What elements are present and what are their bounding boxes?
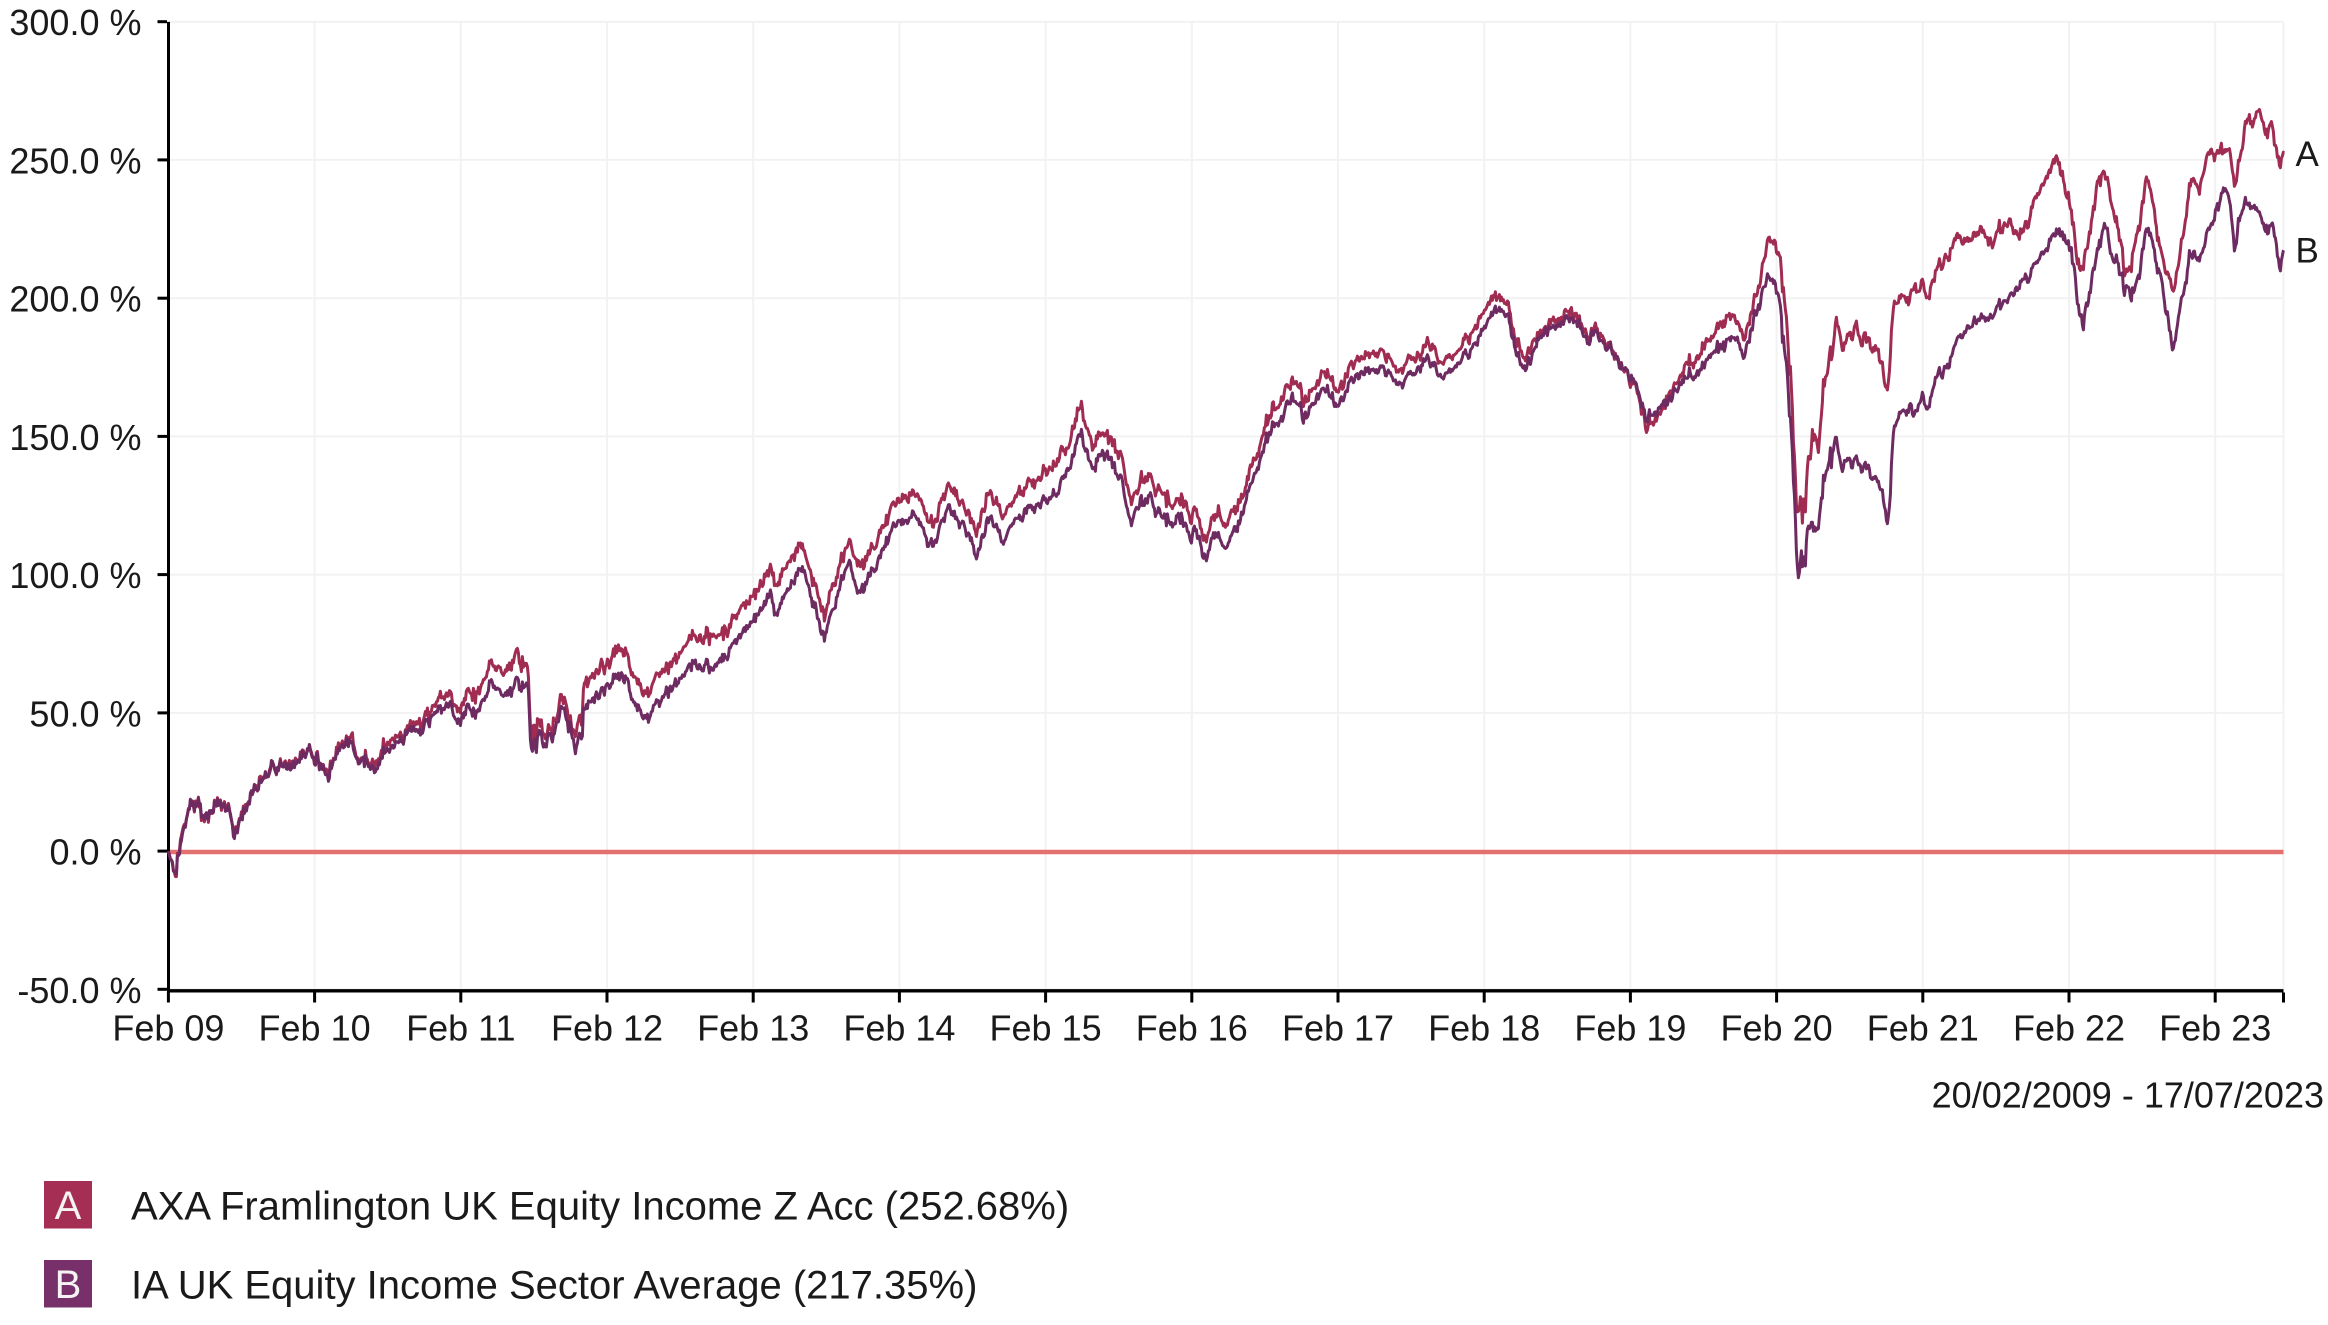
svg-text:Feb 20: Feb 20 [1721, 1008, 1833, 1049]
svg-text:Feb 14: Feb 14 [843, 1008, 955, 1049]
svg-text:150.0 %: 150.0 % [9, 417, 141, 458]
svg-text:Feb 16: Feb 16 [1136, 1008, 1248, 1049]
svg-text:B: B [55, 1263, 82, 1307]
svg-text:300.0 %: 300.0 % [9, 2, 141, 43]
svg-text:Feb 22: Feb 22 [2013, 1008, 2125, 1049]
svg-text:Feb 12: Feb 12 [551, 1008, 663, 1049]
svg-text:AXA Framlington UK Equity Inco: AXA Framlington UK Equity Income Z Acc (… [131, 1185, 1069, 1229]
svg-text:B: B [2296, 232, 2319, 271]
svg-text:200.0 %: 200.0 % [9, 279, 141, 320]
svg-text:-50.0 %: -50.0 % [17, 970, 141, 1011]
svg-text:Feb 11: Feb 11 [406, 1008, 515, 1049]
svg-text:Feb 21: Feb 21 [1867, 1008, 1979, 1049]
svg-text:Feb 15: Feb 15 [990, 1008, 1102, 1049]
svg-text:Feb 18: Feb 18 [1428, 1008, 1540, 1049]
svg-text:A: A [55, 1184, 82, 1228]
svg-text:100.0 %: 100.0 % [9, 555, 141, 596]
svg-text:Feb 19: Feb 19 [1574, 1008, 1686, 1049]
svg-text:0.0 %: 0.0 % [49, 832, 141, 873]
svg-text:IA UK Equity Income Sector Ave: IA UK Equity Income Sector Average (217.… [131, 1264, 977, 1308]
svg-text:20/02/2009 - 17/07/2023: 20/02/2009 - 17/07/2023 [1932, 1075, 2324, 1116]
svg-text:Feb 13: Feb 13 [697, 1008, 809, 1049]
svg-text:Feb 17: Feb 17 [1282, 1008, 1394, 1049]
svg-text:250.0 %: 250.0 % [9, 140, 141, 181]
svg-text:Feb 10: Feb 10 [259, 1008, 371, 1049]
svg-text:50.0 %: 50.0 % [29, 693, 141, 734]
svg-text:Feb 23: Feb 23 [2159, 1008, 2271, 1049]
svg-text:Feb 09: Feb 09 [112, 1008, 224, 1049]
svg-text:A: A [2296, 135, 2320, 174]
